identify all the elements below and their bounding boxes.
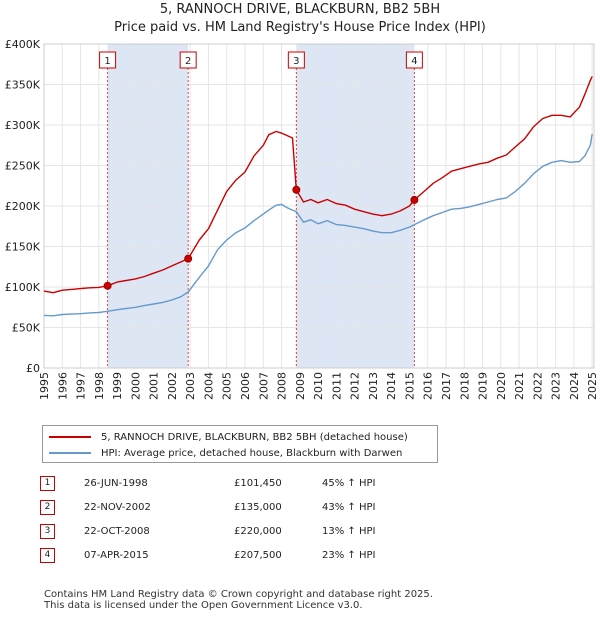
x-tick-label: 2016 <box>422 372 435 400</box>
price-chart: 1 2 3 4 £0 £50K £100K £150K £200K £250K £300K £350K… <box>5 38 599 400</box>
x-tick-label: 2013 <box>367 372 380 400</box>
x-tick-label: 2019 <box>477 372 490 400</box>
legend-swatch-hpi <box>49 452 91 454</box>
transaction-hpi: 23% ↑ HPI <box>322 549 376 561</box>
transaction-price: £220,000 <box>234 525 282 537</box>
x-tick-label: 2006 <box>239 372 252 400</box>
x-tick-label: 1999 <box>111 372 124 400</box>
x-tick-label: 2015 <box>403 372 416 400</box>
sale-point <box>103 281 112 290</box>
y-tick-label: £350K <box>5 79 41 92</box>
legend-item-hpi: HPI: Average price, detached house, Blac… <box>49 446 402 460</box>
footer-licence: This data is licensed under the Open Gov… <box>44 600 363 611</box>
sale-number-border <box>99 51 117 69</box>
footer-copyright: Contains HM Land Registry data © Crown c… <box>44 589 433 600</box>
chart-legend: 5, RANNOCH DRIVE, BLACKBURN, BB2 5BH (de… <box>42 425 438 463</box>
chart-title: 5, RANNOCH DRIVE, BLACKBURN, BB2 5BH <box>159 2 441 17</box>
legend-item-property: 5, RANNOCH DRIVE, BLACKBURN, BB2 5BH (de… <box>49 430 408 444</box>
transaction-price: £101,450 <box>234 477 282 489</box>
x-tick-label: 2007 <box>257 372 270 400</box>
y-tick-label: £100K <box>5 281 41 294</box>
transaction-marker: 4 <box>40 547 55 563</box>
transaction-price: £207,500 <box>234 549 282 561</box>
transaction-date: 22-OCT-2008 <box>84 525 150 537</box>
x-tick-label: 2025 <box>586 372 599 400</box>
x-tick-label: 2011 <box>330 372 343 400</box>
transaction-hpi: 45% ↑ HPI <box>322 477 376 489</box>
x-tick-label: 2005 <box>221 372 234 400</box>
transaction-marker: 3 <box>40 523 55 539</box>
x-tick-label: 1997 <box>75 372 88 400</box>
legend-label-property: 5, RANNOCH DRIVE, BLACKBURN, BB2 5BH (de… <box>101 431 408 443</box>
x-tick-label: 1996 <box>56 372 69 400</box>
x-tick-label: 2024 <box>568 372 581 400</box>
transaction-hpi: 43% ↑ HPI <box>322 501 376 513</box>
legend-swatch-property <box>49 436 91 438</box>
x-tick-label: 2008 <box>276 372 289 400</box>
sale-number-box: 1 <box>99 51 117 69</box>
transaction-marker: 2 <box>40 499 55 515</box>
y-tick-label: £200K <box>5 200 41 213</box>
sale-point <box>410 195 419 204</box>
sale-number-border <box>287 51 305 69</box>
x-tick-label: 2023 <box>550 372 563 400</box>
hpi-line <box>43 133 593 317</box>
y-tick-label: £150K <box>5 241 41 254</box>
x-tick-label: 2001 <box>148 372 161 400</box>
x-tick-label: 2003 <box>184 372 197 400</box>
x-tick-label: 1998 <box>93 372 106 400</box>
x-tick-label: 2004 <box>202 372 215 400</box>
sale-number-border <box>405 51 423 69</box>
chart-subtitle: Price paid vs. HM Land Registry's House … <box>114 20 486 35</box>
sale-number-label: 2 <box>185 56 191 67</box>
y-tick-label: £400K <box>5 38 41 51</box>
sale-number-box: 2 <box>179 51 197 69</box>
x-tick-label: 2022 <box>531 372 544 400</box>
plot-frame <box>43 43 595 369</box>
table-row: 4 07-APR-2015 £207,500 23% ↑ HPI <box>40 543 375 567</box>
legend-label-hpi: HPI: Average price, detached house, Blac… <box>101 447 403 459</box>
sale-point <box>184 254 193 263</box>
x-tick-label: 2020 <box>495 372 508 400</box>
transaction-marker: 1 <box>40 475 55 491</box>
footer: Contains HM Land Registry data © Crown c… <box>44 589 433 611</box>
sale-number-label: 1 <box>104 56 110 67</box>
table-row: 3 22-OCT-2008 £220,000 13% ↑ HPI <box>40 519 375 543</box>
sale-number-box: 3 <box>287 51 305 69</box>
transaction-date: 22-NOV-2002 <box>84 501 151 513</box>
x-tick-label: 2000 <box>129 372 142 400</box>
x-tick-label: 2017 <box>440 372 453 400</box>
transaction-date: 07-APR-2015 <box>84 549 149 561</box>
x-tick-label: 2014 <box>385 372 398 400</box>
y-tick-label: £0 <box>26 362 40 375</box>
y-tick-label: £300K <box>5 119 41 132</box>
transaction-date: 26-JUN-1998 <box>84 477 148 489</box>
x-tick-label: 2009 <box>294 372 307 400</box>
transaction-hpi: 13% ↑ HPI <box>322 525 376 537</box>
y-tick-label: £250K <box>5 160 41 173</box>
x-tick-label: 2021 <box>513 372 526 400</box>
x-tick-label: 1995 <box>38 372 51 400</box>
transactions-table: 1 26-JUN-1998 £101,450 45% ↑ HPI 2 22-NO… <box>40 471 375 567</box>
x-tick-label: 2018 <box>458 372 471 400</box>
x-tick-label: 2002 <box>166 372 179 400</box>
x-tick-label: 2012 <box>349 372 362 400</box>
table-row: 1 26-JUN-1998 £101,450 45% ↑ HPI <box>40 471 375 495</box>
sale-number-border <box>179 51 197 69</box>
property-price-line <box>43 76 593 294</box>
sale-number-label: 4 <box>411 56 417 67</box>
sale-point <box>292 185 301 194</box>
table-row: 2 22-NOV-2002 £135,000 43% ↑ HPI <box>40 495 375 519</box>
transaction-price: £135,000 <box>234 501 282 513</box>
sale-number-label: 3 <box>293 56 299 67</box>
x-tick-label: 2010 <box>312 372 325 400</box>
sale-number-box: 4 <box>405 51 423 69</box>
y-tick-label: £50K <box>12 322 41 335</box>
